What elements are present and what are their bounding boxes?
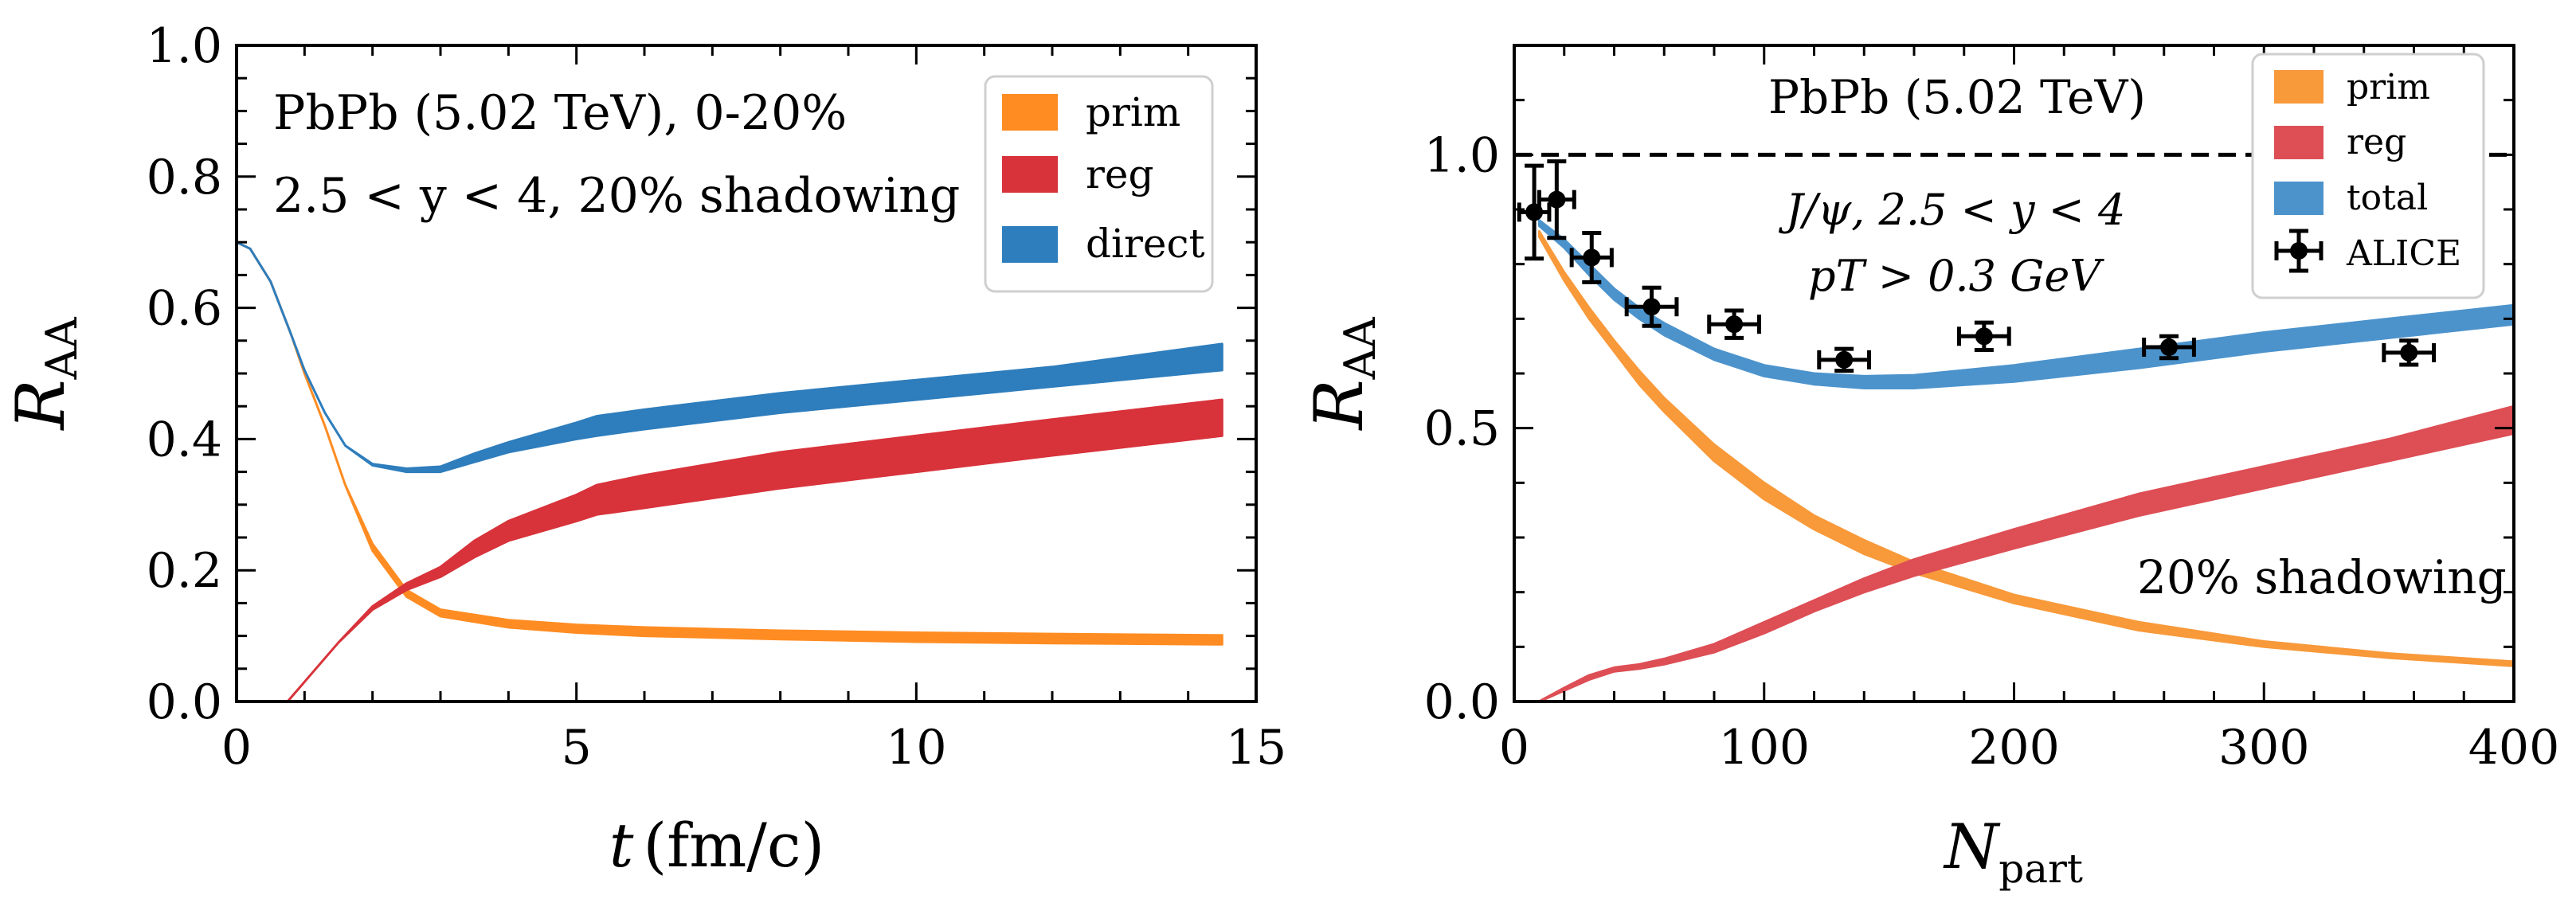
alice-point: [2142, 334, 2196, 361]
x-tick-label: 5: [562, 720, 592, 776]
legend-swatch-prim: [1002, 94, 1058, 131]
legend-label-prim: prim: [1086, 89, 1180, 135]
y-tick-label: 1.0: [1424, 127, 1500, 183]
band-reg-p0: [286, 398, 1223, 703]
alice-point: [1537, 159, 1576, 240]
legend-marker-alice: [2274, 229, 2323, 273]
x-tick-label: 400: [2468, 720, 2560, 776]
x-tick-label: 15: [1226, 720, 1286, 776]
right-legend: prim reg total ALICE: [2251, 53, 2485, 299]
legend-label-direct: direct: [1086, 221, 1205, 267]
x-tick-label: 0: [221, 720, 252, 776]
alice-point: [1707, 308, 1761, 340]
x-tick-label: 300: [2218, 720, 2310, 776]
alice-point: [1569, 231, 1614, 284]
alice-point: [1817, 346, 1872, 373]
band-prim-p0: [235, 240, 1223, 646]
right-annotation-rapidity: J/ψ, 2.5 < y < 4: [1778, 185, 2125, 235]
alice-point: [1956, 320, 2011, 352]
x-tick-label: 10: [886, 720, 946, 776]
right-annotation-pt: pT > 0.3 GeV: [1808, 251, 2104, 301]
y-tick-label: 0.5: [1424, 401, 1500, 457]
left-ylabel: RAA: [2, 316, 87, 431]
x-tick-label: 100: [1718, 720, 1810, 776]
legend-swatch-prim-right: [2274, 70, 2323, 104]
legend-label-prim-right: prim: [2347, 67, 2430, 107]
y-tick-label: 0.0: [147, 674, 222, 730]
legend-swatch-direct: [1002, 226, 1058, 263]
right-annotation-shadowing: 20% shadowing: [2137, 550, 2507, 604]
y-tick-label: 0.6: [147, 281, 222, 337]
legend-swatch-reg-right: [2274, 126, 2323, 159]
y-tick-label: 0.8: [147, 150, 222, 205]
left-plot-frame: [235, 44, 1258, 703]
left-panel: 0 5 10 15 0.0 0.2 0.4 0.6 0.8 1.0 t (fm/c) RAA PbP…: [2, 18, 1286, 881]
right-plot-frame: [1513, 44, 2515, 703]
x-tick-label: 0: [1499, 720, 1529, 776]
left-annotation-rapidity: 2.5 < y < 4, 20% shadowing: [273, 168, 960, 224]
legend-label-alice: ALICE: [2346, 233, 2461, 274]
left-xlabel: t (fm/c): [609, 810, 824, 881]
x-tick-label: 200: [1968, 720, 2060, 776]
right-annotation-system: PbPb (5.02 TeV): [1768, 70, 2146, 124]
legend-label-reg-right: reg: [2347, 122, 2406, 162]
alice-point: [1624, 285, 1679, 328]
right-ylabel: RAA: [1300, 316, 1385, 431]
left-annotation-system: PbPb (5.02 TeV), 0-20%: [273, 85, 847, 141]
left-legend: prim reg direct: [984, 75, 1214, 293]
y-tick-label: 0.4: [147, 412, 222, 467]
legend-swatch-reg: [1002, 156, 1058, 193]
y-tick-label: 1.0: [147, 18, 222, 74]
alice-point: [1517, 163, 1552, 261]
legend-label-total-right: total: [2347, 178, 2428, 218]
legend-label-reg: reg: [1086, 151, 1154, 197]
right-panel: 0 100 200 300 400 0.0 0.5 1.0 Npart RAA PbPb (5…: [1300, 44, 2560, 892]
right-xlabel: Npart: [1943, 811, 2083, 892]
alice-point: [2382, 338, 2437, 367]
y-tick-label: 0.0: [1424, 674, 1500, 730]
legend-swatch-total-right: [2274, 182, 2323, 215]
y-tick-label: 0.2: [147, 543, 222, 599]
band-direct-p0: [235, 240, 1223, 474]
